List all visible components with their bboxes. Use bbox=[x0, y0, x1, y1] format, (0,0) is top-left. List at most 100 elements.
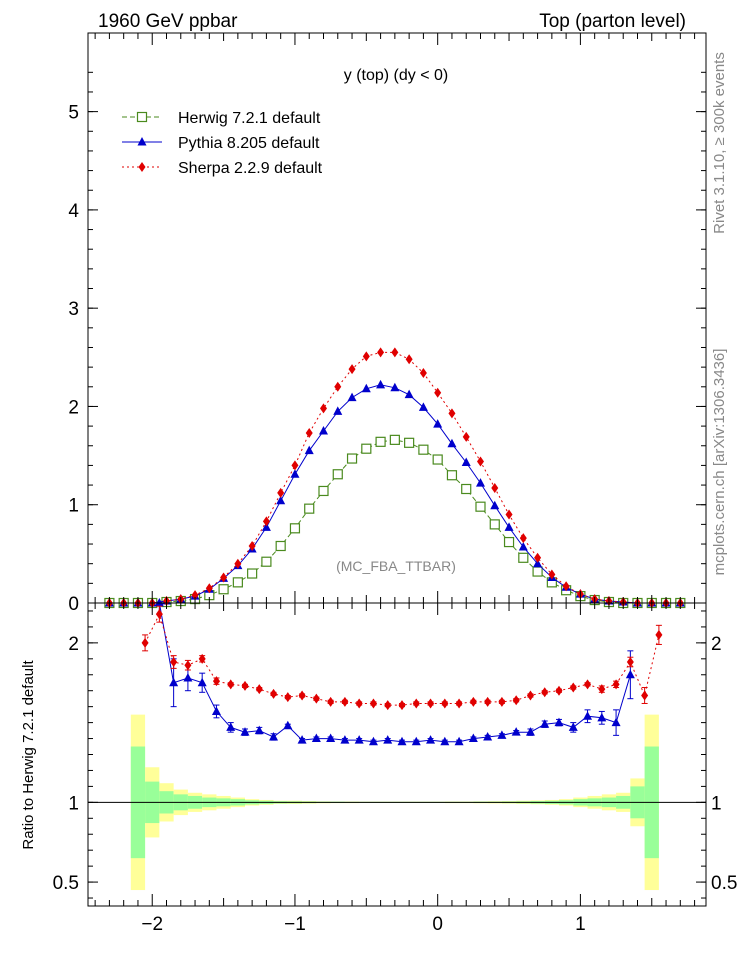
point-herwig bbox=[475, 501, 486, 512]
point-sherpa bbox=[334, 381, 342, 392]
point-pythia bbox=[518, 541, 528, 551]
main-ytick-label: 0 bbox=[68, 594, 79, 615]
ratio-point-pythia bbox=[411, 736, 421, 746]
main-ytick-label: 3 bbox=[68, 299, 79, 320]
main-panel: 0 1 2 3 4 5 (MC_FBA_TTBAR) y (top) (dy < 0) H… bbox=[68, 32, 707, 615]
legend-label-herwig: Herwig 7.2.1 default bbox=[178, 110, 321, 127]
point-pythia bbox=[475, 478, 485, 487]
ratio-point-pythia bbox=[169, 677, 179, 687]
ratio-point-sherpa bbox=[555, 685, 563, 696]
point-sherpa bbox=[476, 456, 484, 467]
ratio-axis: 0.5 0.5 1 1 2 2 −2 −1 0 1 bbox=[53, 603, 737, 935]
ratio-point-sherpa bbox=[498, 696, 506, 707]
ratio-point-pythia bbox=[311, 733, 321, 743]
ratio-point-sherpa bbox=[284, 692, 292, 703]
ratio-point-pythia bbox=[197, 677, 207, 687]
ratio-point-sherpa bbox=[327, 696, 335, 707]
header-left: 1960 GeV ppbar bbox=[98, 11, 238, 32]
point-pythia bbox=[333, 406, 343, 415]
ratio-point-pythia bbox=[554, 717, 564, 727]
point-sherpa bbox=[248, 541, 256, 551]
ratio-point-sherpa bbox=[369, 698, 377, 709]
point-sherpa bbox=[191, 590, 199, 601]
point-sherpa bbox=[220, 572, 228, 583]
ratio-point-sherpa bbox=[484, 696, 492, 707]
ratio-point-sherpa bbox=[512, 695, 520, 706]
point-herwig bbox=[489, 519, 500, 530]
legend-marker-herwig bbox=[136, 111, 148, 123]
ratio-point-pythia bbox=[154, 598, 164, 607]
point-sherpa bbox=[519, 533, 527, 544]
ratio-frame bbox=[87, 602, 707, 907]
rivet-label: Rivet 3.1.10, ≥ 300k events bbox=[711, 52, 728, 234]
ratio-point-sherpa bbox=[526, 690, 534, 701]
ratio-point-sherpa bbox=[584, 679, 592, 690]
ratio-line-sherpa bbox=[144, 612, 660, 706]
ratio-point-pythia bbox=[497, 730, 507, 739]
point-herwig bbox=[361, 443, 372, 454]
point-sherpa bbox=[291, 460, 299, 471]
ratio-point-sherpa bbox=[626, 657, 634, 668]
ratio-point-pythia bbox=[297, 735, 307, 744]
ratio-point-pythia bbox=[354, 735, 364, 744]
legend-marker-pythia bbox=[137, 137, 147, 146]
point-pythia bbox=[318, 426, 328, 435]
ratio-point-pythia bbox=[283, 720, 293, 730]
point-herwig bbox=[532, 566, 543, 577]
point-herwig bbox=[432, 454, 443, 465]
ratio-point-sherpa bbox=[655, 629, 663, 640]
ratio-point-sherpa bbox=[298, 690, 306, 701]
ratio-point-sherpa bbox=[170, 657, 178, 668]
ratio-point-sherpa bbox=[441, 698, 449, 709]
point-herwig bbox=[346, 453, 358, 464]
ratio-point-pythia bbox=[625, 669, 635, 679]
point-sherpa bbox=[505, 509, 513, 520]
ratio-ytick-label-right: 2 bbox=[711, 634, 722, 655]
ratio-ytick-label-right: 1 bbox=[711, 793, 722, 814]
point-pythia bbox=[361, 383, 371, 393]
ratio-point-sherpa bbox=[384, 700, 392, 711]
point-sherpa bbox=[434, 387, 442, 398]
point-herwig bbox=[261, 556, 272, 567]
point-pythia bbox=[533, 558, 543, 568]
ratio-xtick-label: 0 bbox=[432, 914, 443, 935]
point-pythia bbox=[418, 402, 428, 411]
ratio-point-pythia bbox=[454, 736, 464, 746]
point-sherpa bbox=[562, 581, 570, 592]
point-herwig bbox=[404, 437, 415, 448]
point-pythia bbox=[433, 419, 443, 428]
mcplots-label: mcplots.cern.ch [arXiv:1306.3436] bbox=[711, 349, 728, 576]
main-ytick-label: 1 bbox=[68, 496, 79, 517]
ratio-point-pythia bbox=[340, 735, 350, 744]
ratio-ylabel: Ratio to Herwig 7.2.1 default bbox=[20, 660, 37, 850]
ratio-point-pythia bbox=[440, 736, 450, 746]
point-herwig bbox=[232, 577, 243, 588]
ratio-plot-area bbox=[88, 598, 706, 891]
point-sherpa bbox=[377, 347, 385, 358]
ratio-point-sherpa bbox=[641, 690, 649, 701]
point-sherpa bbox=[319, 403, 327, 414]
ratio-ytick-label: 2 bbox=[68, 634, 79, 655]
ratio-ytick-label: 1 bbox=[68, 793, 79, 814]
point-sherpa bbox=[205, 583, 213, 594]
ratio-point-pythia bbox=[211, 706, 221, 715]
ratio-ytick-label: 0.5 bbox=[53, 873, 79, 894]
ratio-point-pythia bbox=[254, 725, 264, 735]
ratio-point-pythia bbox=[269, 731, 279, 741]
ratio-point-pythia bbox=[468, 733, 478, 743]
point-pythia bbox=[490, 500, 500, 510]
ratio-point-sherpa bbox=[270, 688, 278, 699]
ratio-point-sherpa bbox=[541, 687, 549, 698]
ratio-point-sherpa bbox=[612, 679, 620, 690]
ratio-point-pythia bbox=[597, 712, 607, 722]
ratio-xtick-label: −2 bbox=[141, 914, 163, 935]
ratio-point-pythia bbox=[183, 672, 193, 682]
ratio-point-sherpa bbox=[341, 696, 349, 707]
point-pythia bbox=[347, 392, 357, 402]
point-pythia bbox=[261, 522, 271, 531]
point-pythia bbox=[304, 445, 314, 455]
main-ytick-label: 4 bbox=[68, 201, 79, 222]
point-sherpa bbox=[262, 516, 270, 527]
ratio-panel: 0.5 0.5 1 1 2 2 −2 −1 0 1 Ratio to Herwig 7.2.1 d… bbox=[20, 598, 737, 935]
ratio-point-sherpa bbox=[598, 684, 606, 695]
